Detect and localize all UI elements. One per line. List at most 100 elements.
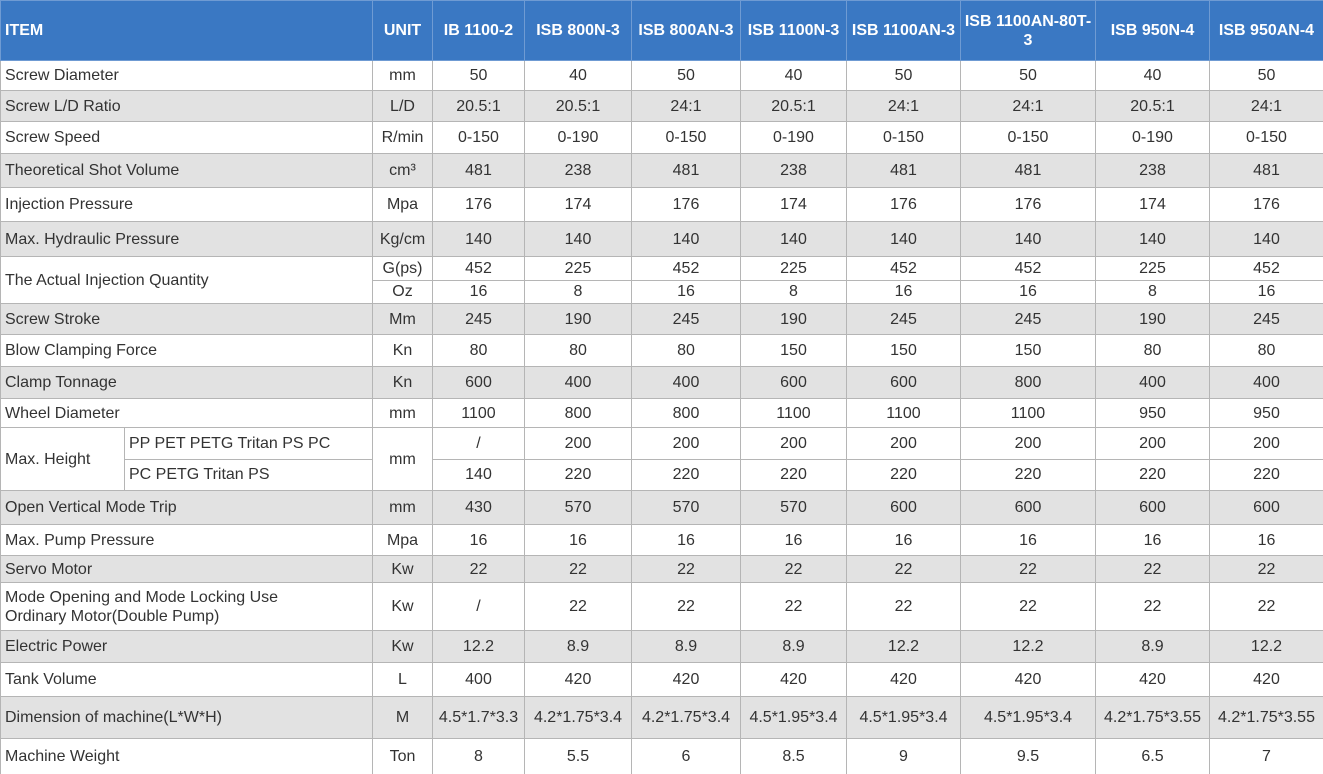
value-cell: 4.2*1.75*3.4	[631, 696, 741, 739]
value-cell: 174	[740, 187, 847, 222]
value-cell: 16	[631, 524, 741, 556]
item-cell: Screw L/D Ratio	[0, 90, 373, 122]
item-cell: Wheel Diameter	[0, 398, 373, 428]
value-cell: 140	[740, 221, 847, 257]
item-label: Electric Power	[5, 638, 108, 655]
value-cell: 245	[846, 303, 961, 335]
row: Screw Diameter mm 50 40 50 40 50 50 40 50	[0, 60, 1323, 91]
item-cell: Servo Motor	[0, 555, 373, 583]
row: PC PETG Tritan PS 140 220 220 220 220 220 220 22…	[1, 458, 1323, 491]
value-cell: 4.5*1.95*3.4	[960, 696, 1096, 739]
value-cell: 16	[1095, 524, 1210, 556]
value-cell: 600	[1209, 490, 1323, 525]
value-cell: 50	[432, 60, 525, 91]
value-cell: 16	[846, 524, 961, 556]
value-cell: 9	[846, 738, 961, 774]
value-cell: 24:1	[1209, 90, 1323, 122]
value-cell: 4.5*1.7*3.3	[432, 696, 525, 739]
value-cell: 8.9	[631, 630, 741, 663]
value-cell: 4.2*1.75*3.55	[1209, 696, 1323, 739]
unit-cell: mm	[372, 60, 433, 91]
item-label: Clamp Tonnage	[5, 374, 117, 391]
value-cell: 190	[740, 303, 847, 335]
row: Dimension of machine(L*W*H) M 4.5*1.7*3.3 4…	[0, 696, 1323, 739]
header-item: ITEM	[0, 0, 373, 61]
value-cell: 80	[524, 334, 632, 367]
value-cell: 600	[960, 490, 1096, 525]
item-label: Screw Speed	[5, 129, 101, 146]
value-cell: 400	[631, 366, 741, 399]
header-model: ISB 800N-3	[524, 0, 632, 61]
value-cell: 420	[1095, 662, 1210, 697]
header-model: ISB 950AN-4	[1209, 0, 1323, 61]
unit-cell: L	[372, 662, 433, 697]
value-cell: 0-150	[960, 121, 1096, 154]
item-cell: Max. Hydraulic Pressure	[0, 221, 373, 257]
value-cell: 8.5	[740, 738, 847, 774]
item-cell: Blow Clamping Force	[0, 334, 373, 367]
value-cell: 176	[432, 187, 525, 222]
item-cell: Screw Diameter	[0, 60, 373, 91]
value-cell: 481	[631, 153, 741, 188]
row: Mode Opening and Mode Locking Use Ordina…	[0, 582, 1323, 631]
value-cell: 22	[1095, 555, 1210, 583]
unit-cell: Mpa	[372, 524, 433, 556]
value-cell: 80	[432, 334, 525, 367]
value-cell: 8	[740, 279, 847, 304]
value-cell: 452	[631, 256, 741, 281]
value-cell: 481	[432, 153, 525, 188]
value-cell: 481	[846, 153, 961, 188]
value-cell: 174	[1095, 187, 1210, 222]
item-cell: The Actual Injection Quantity	[0, 256, 373, 304]
value-cell: 1100	[740, 398, 847, 428]
value-cell: 400	[432, 662, 525, 697]
header-unit: UNIT	[372, 0, 433, 61]
item-label: Injection Pressure	[5, 196, 134, 213]
value-cell: 420	[960, 662, 1096, 697]
row: Tank Volume L 400 420 420 420 420 420 420 420	[0, 662, 1323, 697]
value-cell: 1100	[846, 398, 961, 428]
row: Clamp Tonnage Kn 600 400 400 600 600 800 400 400	[0, 366, 1323, 399]
value-cell: 50	[960, 60, 1096, 91]
value-cell: 452	[1209, 256, 1323, 281]
value-cell: 0-150	[432, 121, 525, 154]
value-cell: 4.5*1.95*3.4	[846, 696, 961, 739]
value-cell: 200	[1095, 427, 1210, 460]
value-cell: 140	[1209, 221, 1323, 257]
value-cell: 12.2	[432, 630, 525, 663]
value-cell: 16	[740, 524, 847, 556]
value-cell: 22	[1209, 582, 1323, 631]
item-cell: Max. Height	[0, 427, 125, 491]
row: Blow Clamping Force Kn 80 80 80 150 150 150 80 80	[0, 334, 1323, 367]
value-cell: /	[432, 582, 525, 631]
item-label: Screw Diameter	[5, 67, 119, 84]
value-cell: 176	[1209, 187, 1323, 222]
value-cell: 20.5:1	[432, 90, 525, 122]
value-cell: 225	[1095, 256, 1210, 281]
value-cell: 220	[846, 458, 961, 491]
unit-cell: R/min	[372, 121, 433, 154]
value-cell: 22	[846, 555, 961, 583]
value-cell: 140	[846, 221, 961, 257]
value-cell: 22	[1209, 555, 1323, 583]
row: The Actual Injection Quantity G(ps) 452 225…	[0, 256, 1323, 304]
row: Screw Stroke Mm 245 190 245 190 245 245 190 245	[0, 303, 1323, 335]
value-cell: 8.9	[524, 630, 632, 663]
value-cell: 200	[740, 427, 847, 460]
unit-cell: cm³	[372, 153, 433, 188]
value-cell: 8.9	[740, 630, 847, 663]
row: Oz 16 8 16 8 16 16 8 16	[1, 279, 1323, 304]
value-cell: 1100	[432, 398, 525, 428]
item-label: Max. Hydraulic Pressure	[5, 230, 180, 248]
header-model: ISB 800AN-3	[631, 0, 741, 61]
value-cell: 481	[960, 153, 1096, 188]
value-cell: 140	[432, 458, 525, 491]
value-cell: 570	[524, 490, 632, 525]
item-label: Tank Volume	[5, 671, 97, 688]
value-cell: 0-190	[1095, 121, 1210, 154]
unit-cell: Kw	[372, 582, 433, 631]
value-cell: 24:1	[631, 90, 741, 122]
row: Servo Motor Kw 22 22 22 22 22 22 22 22	[0, 555, 1323, 583]
value-cell: 80	[1209, 334, 1323, 367]
